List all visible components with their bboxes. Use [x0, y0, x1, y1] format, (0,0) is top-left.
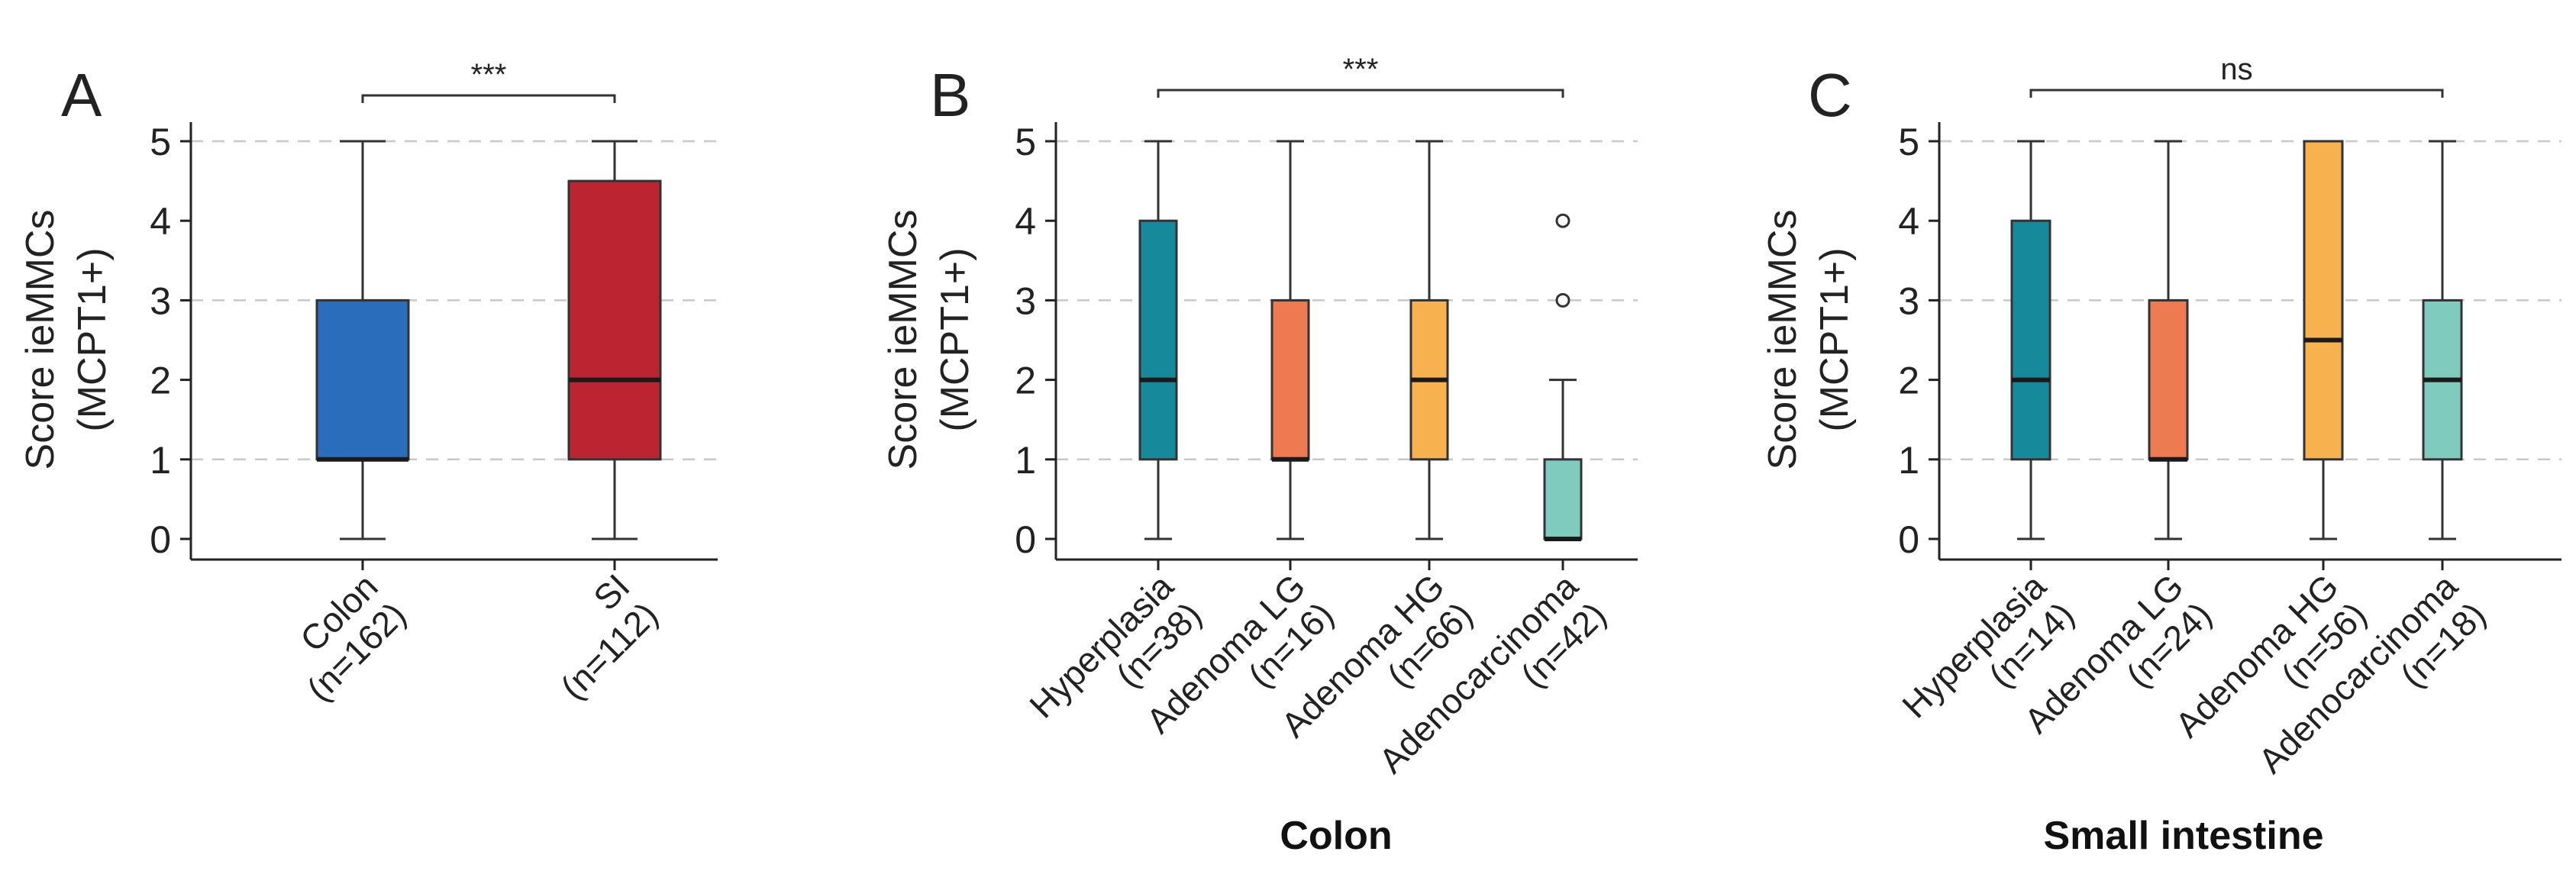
- panel-b-box: [1270, 298, 1310, 461]
- panel-c-box: [2148, 298, 2189, 461]
- panel-a-y-tick-label: 1: [150, 439, 171, 482]
- panel-b-outlier-point: [1555, 213, 1570, 228]
- panel-b-significance-bracket: [1157, 89, 1564, 98]
- panel-b-y-axis-label-units: (MCPT1+): [933, 247, 977, 431]
- panel-b-group-title: Colon: [1280, 814, 1392, 858]
- panel-c-y-tick-label: 4: [1898, 200, 1919, 243]
- panel-b-box: [1138, 219, 1178, 461]
- panel-a-significance-bracket: [361, 94, 616, 103]
- panel-c-y-tick-label: 5: [1898, 121, 1919, 163]
- panel-b-letter: B: [930, 61, 970, 129]
- panel-c-significance-bracket: [2029, 89, 2444, 98]
- panel-a-category-label: Colon(n=162): [292, 566, 414, 709]
- panel-c-significance-label: ns: [2220, 53, 2252, 86]
- panel-a: 0 1 2 3 4 5 Score ieMMCs (MCPT1+) A *** Colon(n=16…: [18, 58, 718, 708]
- panel-c-y-axis-label-units: (MCPT1+): [1813, 247, 1857, 431]
- panel-b-box: [1543, 458, 1583, 540]
- panel-b-outlier-point: [1555, 292, 1570, 308]
- panel-c-y-tick-label: 0: [1898, 518, 1919, 561]
- panel-a-letter: A: [61, 61, 102, 129]
- panel-b-y-tick-label: 5: [1015, 121, 1036, 163]
- panel-b-y-tick-label: 2: [1015, 360, 1036, 402]
- panel-a-y-axis-label-units: (MCPT1+): [70, 247, 115, 431]
- panel-a-y-tick-label: 5: [150, 121, 171, 163]
- panel-c-group-title: Small intestine: [2044, 814, 2324, 858]
- panel-c-box: [2303, 140, 2344, 461]
- panel-b-y-tick-label: 1: [1015, 439, 1036, 482]
- panel-c-y-tick-label: 2: [1898, 360, 1919, 402]
- panel-b-y-tick-label: 3: [1015, 279, 1036, 322]
- panel-a-y-axis-label: Score ieMMCs: [18, 210, 63, 470]
- panel-c-box: [2010, 219, 2051, 461]
- panel-b-y-axis-label: Score ieMMCs: [881, 210, 925, 470]
- panel-c-y-axis-label: Score ieMMCs: [1761, 210, 1805, 470]
- panel-b-y-tick-label: 4: [1015, 200, 1036, 243]
- panel-a-significance-label: ***: [471, 58, 507, 92]
- panel-b-y-tick-label: 0: [1015, 518, 1036, 561]
- panel-a-box: [315, 298, 410, 461]
- panel-a-y-tick-label: 3: [150, 279, 171, 322]
- panel-a-category-label: SI(n=112): [553, 566, 665, 707]
- panel-b-significance-label: ***: [1343, 53, 1379, 86]
- panel-c-letter: C: [1808, 61, 1852, 129]
- panel-a-y-tick-label: 4: [150, 200, 171, 243]
- panel-a-y-tick-label: 0: [150, 518, 171, 561]
- panel-c-y-tick-label: 3: [1898, 279, 1919, 322]
- panel-a-box: [567, 179, 662, 461]
- panel-c-y-tick-label: 1: [1898, 439, 1919, 482]
- panel-a-y-tick-label: 2: [150, 360, 171, 402]
